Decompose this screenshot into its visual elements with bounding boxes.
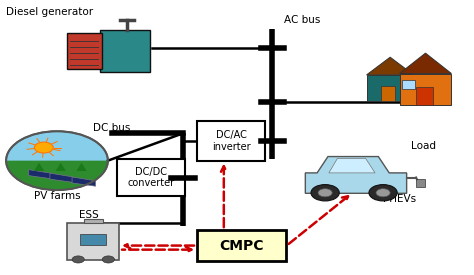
Wedge shape [6,161,108,190]
Polygon shape [29,170,52,179]
Bar [381,86,395,101]
Text: PV farms: PV farms [34,191,80,201]
Polygon shape [305,156,407,193]
Text: Diesel generator: Diesel generator [6,7,93,17]
Bar [117,159,185,196]
Text: DC bus: DC bus [93,123,131,133]
Polygon shape [76,163,87,171]
Text: Load: Load [410,141,436,151]
Circle shape [35,142,53,153]
Text: ESS: ESS [79,210,99,220]
Bar [197,121,265,161]
Circle shape [72,256,84,263]
Bar [366,75,414,101]
Circle shape [6,131,108,190]
Bar [416,178,425,187]
Polygon shape [55,163,66,171]
Bar [402,80,415,89]
Polygon shape [34,163,44,171]
Text: DC/AC
inverter: DC/AC inverter [212,130,250,152]
Text: PHEVs: PHEVs [383,194,416,204]
Text: DC/DC
converter: DC/DC converter [128,167,174,188]
Text: CMPC: CMPC [219,239,264,253]
Bar [400,73,451,105]
Circle shape [369,185,397,201]
Circle shape [102,256,115,263]
Bar [416,87,433,105]
Circle shape [311,185,339,201]
Bar [197,230,286,261]
Circle shape [318,189,332,197]
Bar [100,30,150,72]
Polygon shape [72,177,96,186]
Bar [80,234,106,245]
Polygon shape [400,53,451,73]
Text: AC bus: AC bus [284,15,320,26]
Bar [84,219,103,223]
Bar [67,223,119,260]
Polygon shape [366,57,414,75]
Polygon shape [50,173,73,182]
Circle shape [376,189,390,197]
Polygon shape [329,158,375,173]
Bar [67,33,102,70]
